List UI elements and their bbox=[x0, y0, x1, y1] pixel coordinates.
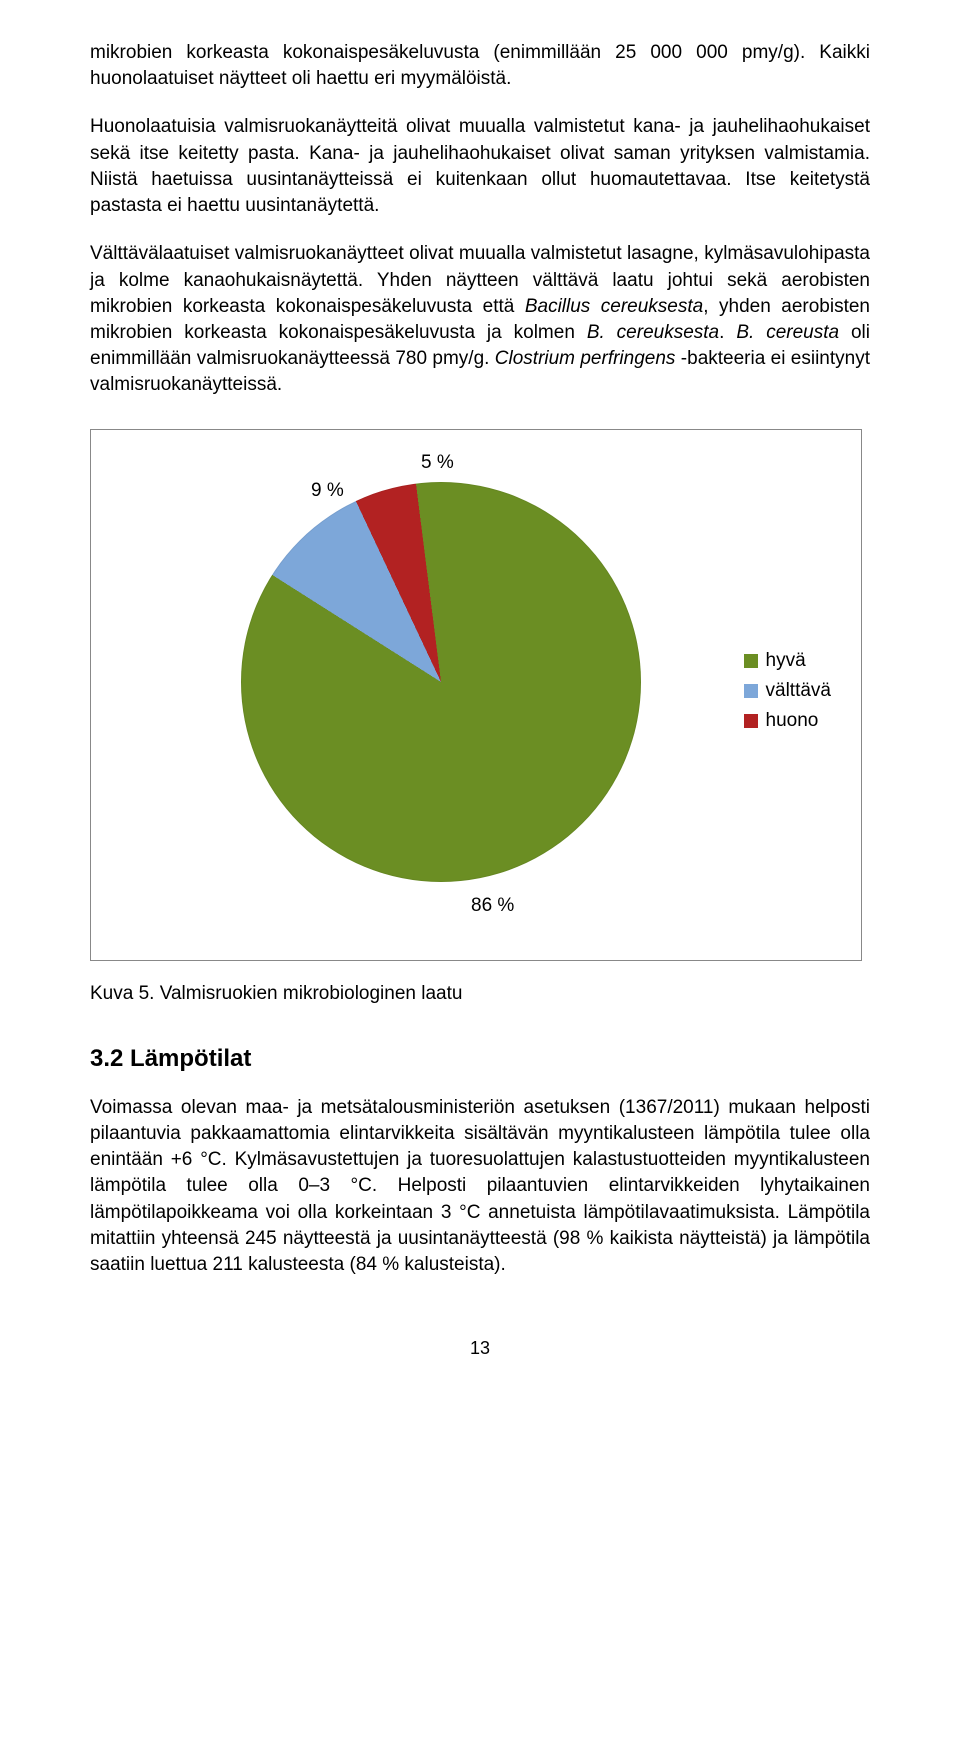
slice-label-valttava: 9 % bbox=[311, 480, 344, 502]
legend-label-huono: huono bbox=[766, 710, 819, 732]
pie-graphic bbox=[241, 482, 641, 882]
swatch-hyva bbox=[744, 654, 758, 668]
legend-item-hyva: hyvä bbox=[744, 650, 831, 672]
legend-item-valttava: välttävä bbox=[744, 680, 831, 702]
figure-caption: Kuva 5. Valmisruokien mikrobiologinen la… bbox=[90, 983, 870, 1005]
p3-italic-3: B. cereusta bbox=[736, 322, 839, 343]
section-heading: 3.2 Lämpötilat bbox=[90, 1045, 870, 1073]
p3-italic-2: B. cereuksesta bbox=[587, 322, 719, 343]
page-number: 13 bbox=[90, 1338, 870, 1359]
swatch-valttava bbox=[744, 684, 758, 698]
paragraph-4: Voimassa olevan maa- ja metsätalousminis… bbox=[90, 1095, 870, 1279]
paragraph-1: mikrobien korkeasta kokonaispesäkeluvust… bbox=[90, 40, 870, 92]
p3-italic-1: Bacillus cereuksesta bbox=[525, 296, 703, 317]
p3-text-3: . bbox=[719, 322, 736, 343]
legend-label-hyva: hyvä bbox=[766, 650, 806, 672]
swatch-huono bbox=[744, 714, 758, 728]
pie-chart: 5 % 9 % 86 % hyvä välttävä huono bbox=[90, 429, 862, 961]
legend: hyvä välttävä huono bbox=[744, 650, 831, 740]
paragraph-3: Välttävälaatuiset valmisruokanäytteet ol… bbox=[90, 241, 870, 398]
slice-label-hyva: 86 % bbox=[471, 895, 514, 917]
paragraph-2: Huonolaatuisia valmisruokanäytteitä oliv… bbox=[90, 114, 870, 219]
p3-italic-4: Clostrium perfringens bbox=[495, 348, 676, 369]
slice-label-huono: 5 % bbox=[421, 452, 454, 474]
legend-label-valttava: välttävä bbox=[766, 680, 831, 702]
legend-item-huono: huono bbox=[744, 710, 831, 732]
